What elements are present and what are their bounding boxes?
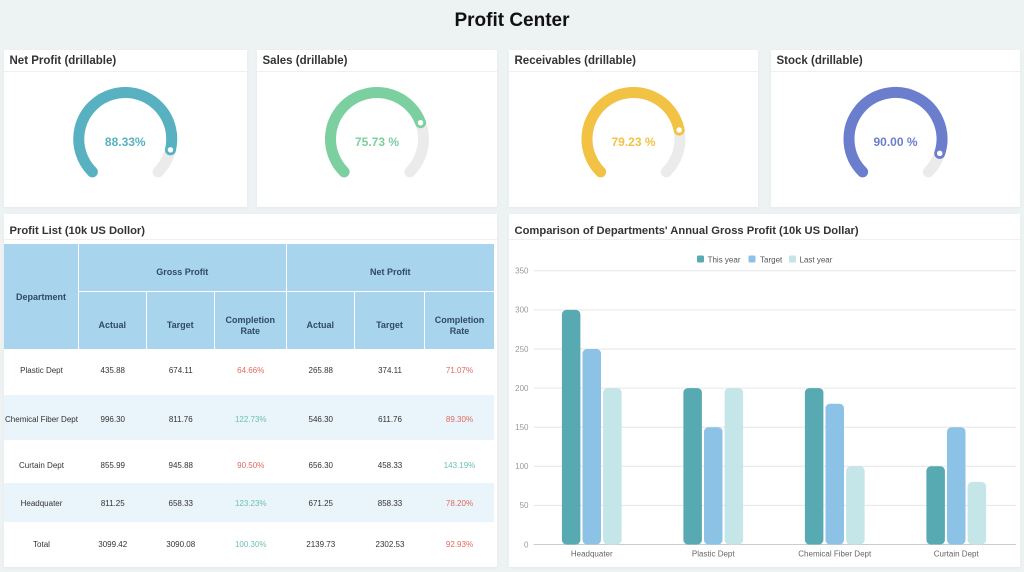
svg-text:Plastic Dept: Plastic Dept	[692, 550, 735, 559]
svg-text:150: 150	[515, 423, 529, 432]
svg-text:350: 350	[515, 267, 529, 276]
svg-text:200: 200	[515, 384, 529, 393]
svg-text:100: 100	[515, 462, 529, 471]
svg-text:90.00 %: 90.00 %	[873, 135, 917, 149]
svg-text:This year: This year	[708, 256, 741, 265]
svg-text:300: 300	[515, 306, 529, 315]
svg-text:88.33%: 88.33%	[105, 135, 146, 149]
svg-text:Chemical Fiber Dept: Chemical Fiber Dept	[798, 550, 872, 559]
svg-text:79.23 %: 79.23 %	[611, 135, 655, 149]
svg-text:250: 250	[515, 345, 529, 354]
svg-text:Last year: Last year	[800, 256, 833, 265]
svg-text:Curtain Dept: Curtain Dept	[934, 550, 980, 559]
svg-text:50: 50	[520, 501, 529, 510]
svg-text:Target: Target	[760, 256, 783, 265]
svg-text:0: 0	[524, 540, 529, 549]
svg-text:Headquater: Headquater	[571, 550, 613, 559]
svg-text:75.73 %: 75.73 %	[355, 135, 399, 149]
